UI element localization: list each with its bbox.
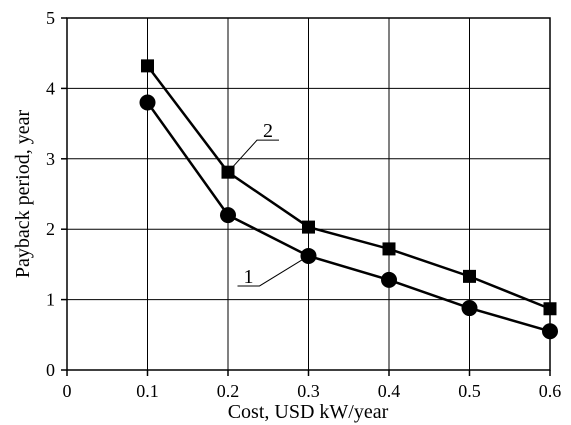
y-tick-label: 2 [46, 219, 55, 239]
series-2-point [463, 269, 476, 283]
x-tick-label: 0.2 [217, 381, 240, 401]
series-1-leader [237, 255, 309, 287]
plot-frame [66, 17, 551, 371]
y-tick-label: 3 [46, 149, 55, 169]
series-1-point [139, 94, 156, 111]
x-tick-label: 0.4 [378, 381, 401, 401]
series-1-point [542, 323, 558, 340]
series-callouts: 12 [227, 120, 309, 288]
series-1-point [461, 300, 478, 317]
series-2-leader [227, 139, 279, 173]
y-tick-label: 4 [46, 78, 55, 98]
series-1-point [220, 207, 236, 224]
series-2-point [382, 242, 396, 256]
grid-lines [61, 17, 551, 376]
series-2-line [146, 65, 551, 310]
series-1-label: 1 [244, 266, 254, 288]
series-2-label: 2 [263, 120, 273, 142]
series-2-point [543, 302, 557, 316]
series-2-point [302, 220, 315, 234]
x-axis-title: Cost, USD kW/year [228, 401, 389, 423]
y-axis-title: Payback period, year [12, 110, 34, 279]
series-2-point [141, 59, 154, 73]
x-tick-label: 0.6 [539, 381, 562, 401]
x-tick-label: 0 [63, 381, 72, 401]
series-1-point [381, 271, 397, 288]
y-tick-label: 0 [46, 360, 55, 380]
series-1-line [146, 101, 551, 333]
x-tick-label: 0.5 [458, 381, 481, 401]
x-tick-label: 0.1 [136, 381, 159, 401]
y-tick-label: 1 [46, 290, 55, 310]
x-tick-label: 0.3 [297, 381, 320, 401]
series-layer [139, 59, 558, 340]
y-tick-label: 5 [46, 8, 55, 28]
